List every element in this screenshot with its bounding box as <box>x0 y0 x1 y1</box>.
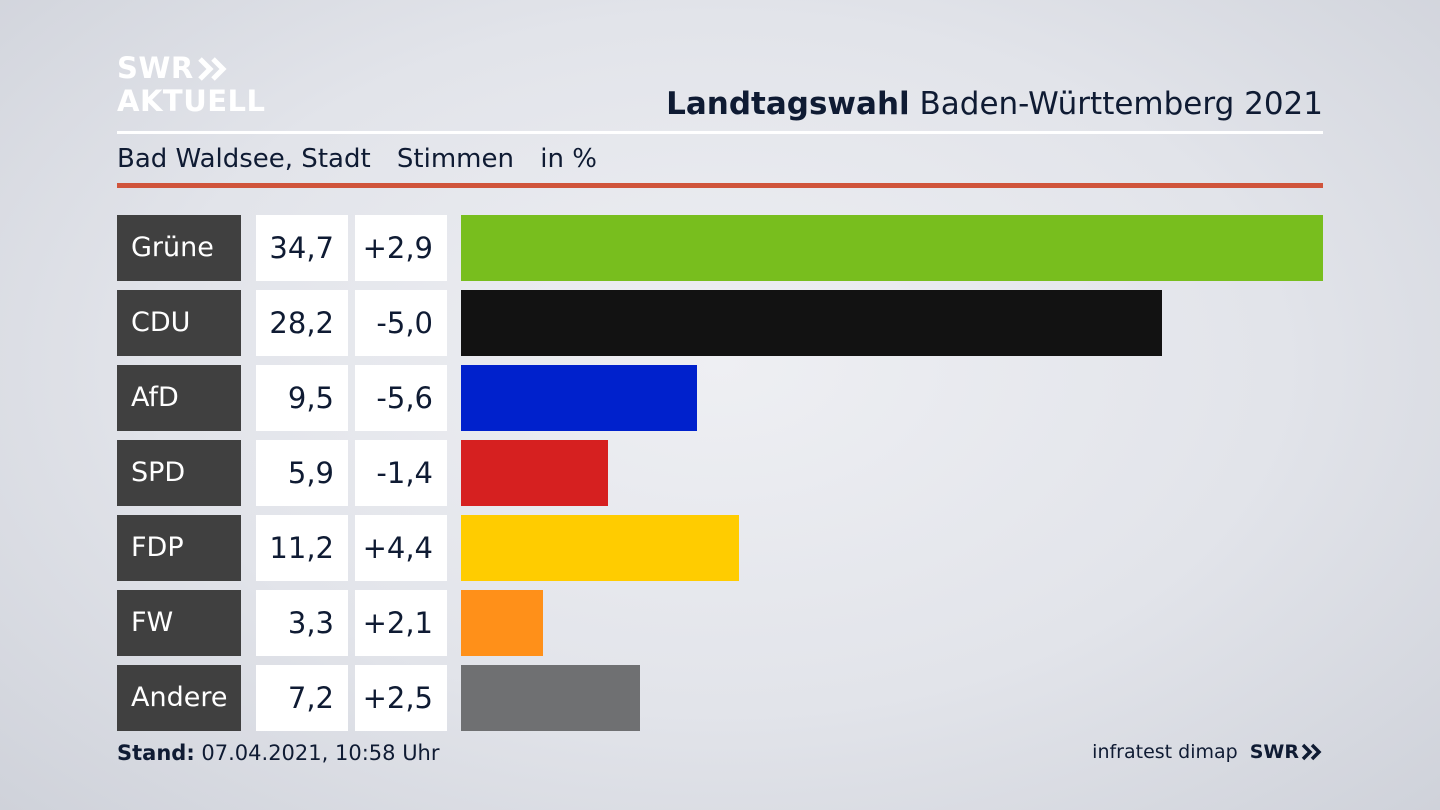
bar <box>461 590 543 656</box>
party-label: AfD <box>117 365 241 431</box>
subtitle-place: Bad Waldsee, Stadt <box>117 144 371 174</box>
bar <box>461 215 1323 281</box>
swr-aktuell-logo: SWR AKTUELL <box>117 52 266 118</box>
bar <box>461 365 697 431</box>
header-divider <box>117 131 1323 134</box>
vote-share-label: 7,2 <box>256 665 348 731</box>
change-label: +2,5 <box>355 665 447 731</box>
bar <box>461 440 608 506</box>
accent-divider <box>117 183 1323 188</box>
change-label: -5,6 <box>355 365 447 431</box>
double-chevron-icon <box>1301 743 1322 761</box>
subtitle: Bad Waldsee, Stadt Stimmen in % <box>117 144 615 174</box>
timestamp: Stand: 07.04.2021, 10:58 Uhr <box>117 741 440 765</box>
vote-share-label: 28,2 <box>256 290 348 356</box>
brand-text: SWR <box>1249 741 1299 763</box>
change-label: -5,0 <box>355 290 447 356</box>
title-bold: Landtagswahl <box>666 86 910 122</box>
party-label: CDU <box>117 290 241 356</box>
logo-text-aktuell: AKTUELL <box>117 84 266 118</box>
party-label: SPD <box>117 440 241 506</box>
vote-share-label: 3,3 <box>256 590 348 656</box>
vote-share-label: 34,7 <box>256 215 348 281</box>
bar <box>461 515 739 581</box>
timestamp-value: 07.04.2021, 10:58 Uhr <box>201 741 440 765</box>
source-text: infratest dimap <box>1092 741 1238 763</box>
party-label: FW <box>117 590 241 656</box>
party-label: Andere <box>117 665 241 731</box>
source-credit: infratest dimap SWR <box>1092 741 1323 763</box>
vote-share-label: 9,5 <box>256 365 348 431</box>
page-title: Landtagswahl Baden-Württemberg 2021 <box>666 86 1323 122</box>
party-label: FDP <box>117 515 241 581</box>
vote-share-label: 5,9 <box>256 440 348 506</box>
change-label: +2,9 <box>355 215 447 281</box>
bar <box>461 290 1162 356</box>
double-chevron-icon <box>197 56 227 81</box>
timestamp-label: Stand: <box>117 741 195 765</box>
change-label: +2,1 <box>355 590 447 656</box>
subtitle-measure: Stimmen <box>396 144 514 174</box>
logo-text-swr: SWR <box>117 51 194 85</box>
change-label: -1,4 <box>355 440 447 506</box>
bar <box>461 665 640 731</box>
party-label: Grüne <box>117 215 241 281</box>
subtitle-unit: in % <box>540 144 597 174</box>
vote-share-label: 11,2 <box>256 515 348 581</box>
brand-mark: SWR <box>1250 741 1323 763</box>
change-label: +4,4 <box>355 515 447 581</box>
title-rest: Baden-Württemberg 2021 <box>919 86 1323 122</box>
